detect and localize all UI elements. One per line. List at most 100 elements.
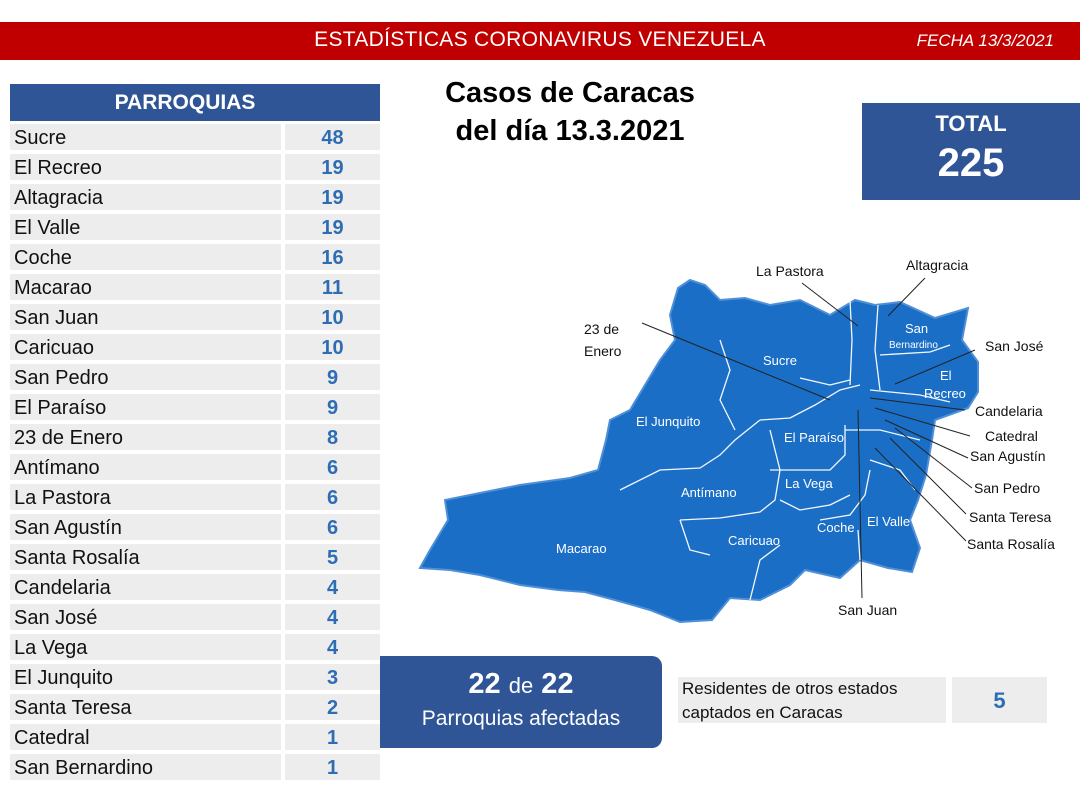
label-sucre: Sucre xyxy=(763,353,797,368)
parroquia-name: San Pedro xyxy=(10,364,281,390)
parroquia-cases: 4 xyxy=(285,634,380,660)
map-callout-labels: La Pastora Altagracia 23 de Enero San Jo… xyxy=(584,257,1055,618)
parroquia-name: Santa Rosalía xyxy=(10,544,281,570)
table-row: San Juan 10 xyxy=(10,304,380,334)
parroquia-name: Sucre xyxy=(10,124,281,150)
parroquia-cases: 10 xyxy=(285,304,380,330)
table-row: El Paraíso 9 xyxy=(10,394,380,424)
callout-23-de-enero-2: Enero xyxy=(584,343,622,359)
parroquia-name: Macarao xyxy=(10,274,281,300)
label-macarao: Macarao xyxy=(556,541,607,556)
parroquia-cases: 6 xyxy=(285,454,380,480)
table-row: El Recreo 19 xyxy=(10,154,380,184)
table-row: San Agustín 6 xyxy=(10,514,380,544)
parroquia-name: Santa Teresa xyxy=(10,694,281,720)
label-el-junquito: El Junquito xyxy=(636,414,700,429)
table-row: Catedral 1 xyxy=(10,724,380,754)
parroquia-cases: 9 xyxy=(285,364,380,390)
label-el-paraiso: El Paraíso xyxy=(784,430,844,445)
table-row: Candelaria 4 xyxy=(10,574,380,604)
label-antimano: Antímano xyxy=(681,485,737,500)
parroquia-cases: 3 xyxy=(285,664,380,690)
label-la-vega: La Vega xyxy=(785,476,833,491)
table-row: Caricuao 10 xyxy=(10,334,380,364)
table-row: Coche 16 xyxy=(10,244,380,274)
map-title-line2: del día 13.3.2021 xyxy=(455,115,685,147)
parroquia-cases: 8 xyxy=(285,424,380,450)
parroquia-cases: 2 xyxy=(285,694,380,720)
parroquia-name: San Juan xyxy=(10,304,281,330)
affected-box: 22 de 22 Parroquias afectadas xyxy=(380,656,662,748)
others-label-line1: Residentes de otros estados xyxy=(682,679,898,698)
parroquia-cases: 1 xyxy=(285,724,380,750)
callout-lines xyxy=(641,277,976,599)
affected-label: Parroquias afectadas xyxy=(421,707,621,730)
parroquia-cases: 6 xyxy=(285,514,380,540)
parroquia-name: Coche xyxy=(10,244,281,270)
table-row: El Junquito 3 xyxy=(10,664,380,694)
affected-count-line: 22 de 22 xyxy=(380,668,662,701)
label-el-recreo-2: Recreo xyxy=(924,386,966,401)
header-date: FECHA 13/3/2021 xyxy=(916,31,1054,50)
parroquia-name: La Vega xyxy=(10,634,281,660)
table-header: PARROQUIAS xyxy=(10,84,380,121)
table-row: La Vega 4 xyxy=(10,634,380,664)
table-row: Altagracia 19 xyxy=(10,184,380,214)
parroquia-name: San José xyxy=(10,604,281,630)
callout-altagracia: Altagracia xyxy=(906,257,968,273)
parroquia-name: San Agustín xyxy=(10,514,281,540)
table-row: San Bernardino 1 xyxy=(10,754,380,784)
parroquia-name: Caricuao xyxy=(10,334,281,360)
map-title: Casos de Caracas del día 13.3.2021 xyxy=(410,74,730,150)
table-title: PARROQUIAS xyxy=(114,91,256,114)
parroquia-name: El Junquito xyxy=(10,664,281,690)
table-row: Macarao 11 xyxy=(10,274,380,304)
parroquia-name: Catedral xyxy=(10,724,281,750)
callout-la-pastora: La Pastora xyxy=(756,263,824,279)
parroquia-cases: 9 xyxy=(285,394,380,420)
map-inner-labels: Sucre El Junquito El Paraíso Antímano La… xyxy=(556,321,966,556)
parroquia-name: Antímano xyxy=(10,454,281,480)
callout-23-de-enero-1: 23 de xyxy=(584,321,619,337)
table-row: San José 4 xyxy=(10,604,380,634)
parroquia-cases: 6 xyxy=(285,484,380,510)
parroquia-cases: 4 xyxy=(285,574,380,600)
total-box: TOTAL 225 xyxy=(862,103,1080,200)
total-label: TOTAL xyxy=(935,111,1007,136)
parroquia-cases: 19 xyxy=(285,184,380,210)
parroquia-name: Altagracia xyxy=(10,184,281,210)
label-el-valle: El Valle xyxy=(867,514,910,529)
parroquia-name: El Paraíso xyxy=(10,394,281,420)
others-label-line2: captados en Caracas xyxy=(682,703,843,722)
table-row: La Pastora 6 xyxy=(10,484,380,514)
label-coche: Coche xyxy=(817,520,855,535)
table-row: Santa Rosalía 5 xyxy=(10,544,380,574)
table-row: San Pedro 9 xyxy=(10,364,380,394)
parroquia-name: San Bernardino xyxy=(10,754,281,780)
parroquia-cases: 1 xyxy=(285,754,380,780)
parroquia-cases: 48 xyxy=(285,124,380,150)
parroquia-cases: 16 xyxy=(285,244,380,270)
table-row: El Valle 19 xyxy=(10,214,380,244)
map-region xyxy=(418,278,979,624)
header-title: ESTADÍSTICAS CORONAVIRUS VENEZUELA xyxy=(314,28,766,51)
parroquia-name: El Valle xyxy=(10,214,281,240)
map-title-line1: Casos de Caracas xyxy=(445,77,695,109)
callout-catedral: Catedral xyxy=(985,428,1038,444)
parroquia-name: Candelaria xyxy=(10,574,281,600)
affected-of: de xyxy=(508,673,534,698)
callout-san-pedro: San Pedro xyxy=(974,480,1040,496)
callout-san-agustin: San Agustín xyxy=(970,448,1046,464)
table-row: 23 de Enero 8 xyxy=(10,424,380,454)
callout-san-juan: San Juan xyxy=(838,602,897,618)
label-san-bernardino-2: Bernardino xyxy=(889,340,938,351)
callout-santa-rosalia: Santa Rosalía xyxy=(967,536,1055,552)
parroquia-cases: 4 xyxy=(285,604,380,630)
label-san-bernardino-1: San xyxy=(905,321,928,336)
total-value: 225 xyxy=(937,141,1005,185)
header-bar: ESTADÍSTICAS CORONAVIRUS VENEZUELA FECHA… xyxy=(0,22,1080,60)
parroquia-cases: 19 xyxy=(285,214,380,240)
affected-count: 22 xyxy=(468,668,501,700)
parroquia-cases: 11 xyxy=(285,274,380,300)
caracas-map: Sucre El Junquito El Paraíso Antímano La… xyxy=(418,257,1055,624)
